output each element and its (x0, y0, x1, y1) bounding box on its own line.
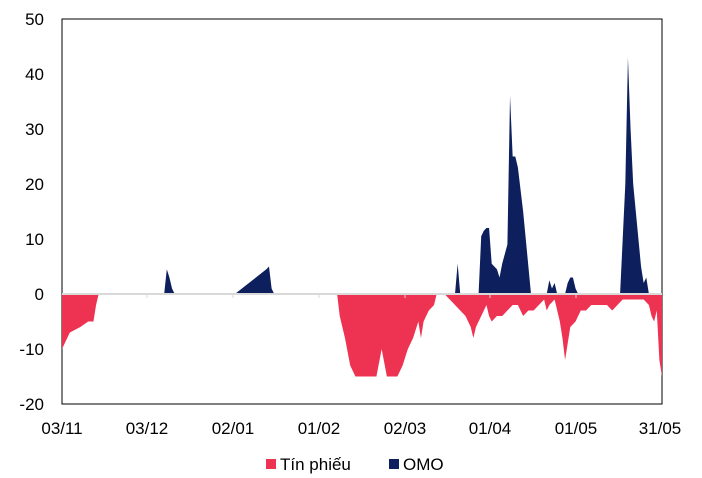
x-tick-label: 03/11 (41, 419, 82, 438)
legend-label-omo: OMO (403, 455, 444, 474)
x-tick-label: 01/04 (469, 419, 512, 438)
legend-label-tin-phieu: Tín phiếu (280, 455, 351, 474)
series-layer (62, 57, 662, 377)
y-tick-label: 30 (25, 120, 44, 139)
x-tick-label: 03/12 (126, 419, 169, 438)
y-tick-label: -10 (19, 340, 44, 359)
x-tick-label: 01/02 (298, 419, 341, 438)
legend-swatch-omo (389, 459, 399, 469)
x-tick-label: 31/05 (639, 419, 682, 438)
series-area-tin-phieu (62, 294, 662, 377)
y-tick-label: 40 (25, 65, 44, 84)
x-axis-ticks: 03/11 03/12 02/01 01/02 02/03 01/04 01/0… (41, 419, 681, 438)
series-area-omo (62, 57, 649, 294)
y-tick-label: 10 (25, 230, 44, 249)
y-tick-label: 20 (25, 175, 44, 194)
x-tick-label: 02/01 (212, 419, 255, 438)
legend-swatch-tin-phieu (266, 459, 276, 469)
y-axis-ticks: 50 40 30 20 10 0 -10 -20 (19, 10, 44, 414)
y-tick-label: -20 (19, 395, 44, 414)
y-tick-label: 50 (25, 10, 44, 29)
legend: Tín phiếu OMO (266, 455, 444, 474)
x-tick-label: 01/05 (555, 419, 598, 438)
y-tick-label: 0 (35, 285, 44, 304)
plot-area (61, 18, 663, 405)
plot-border (61, 18, 663, 405)
zero-line-layer (62, 293, 662, 298)
x-tick-label: 02/03 (384, 419, 427, 438)
